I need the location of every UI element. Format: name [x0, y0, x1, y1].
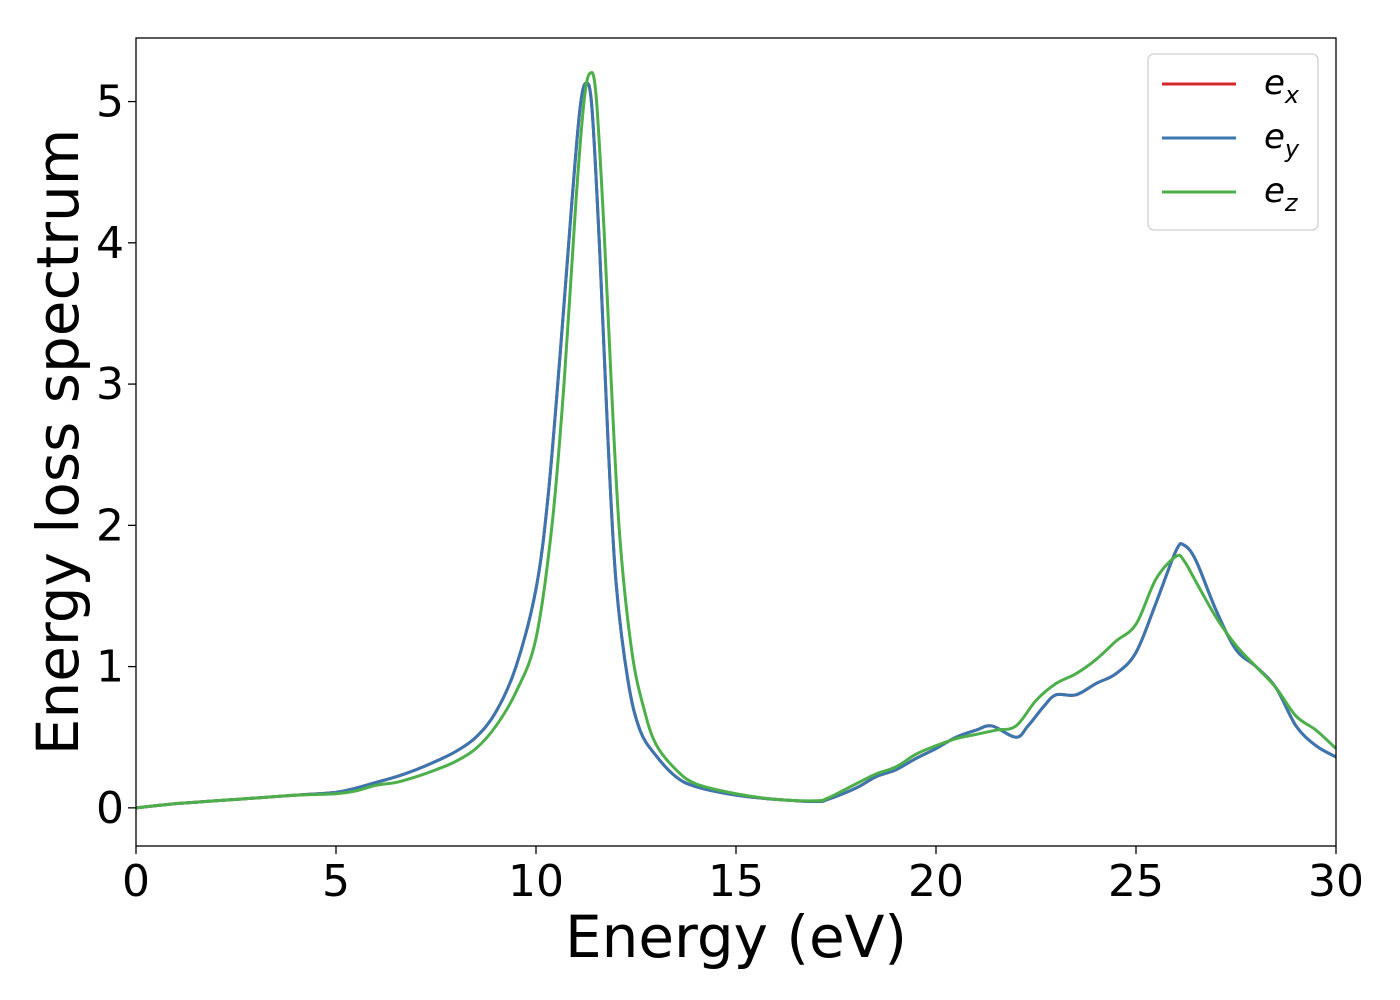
x-tick-label: 0 — [122, 856, 150, 907]
series-line-z — [135, 70, 1338, 810]
legend-label-y: ey — [1264, 117, 1300, 163]
legend-label-x: ex — [1264, 63, 1300, 109]
plot-area — [136, 38, 1336, 846]
y-tick-label: 0 — [96, 783, 124, 834]
y-tick-label: 1 — [96, 642, 124, 693]
x-axis: 0 5 10 15 20 25 30 — [122, 846, 1364, 907]
legend-label-z: ez — [1264, 171, 1299, 217]
y-axis-title: Energy loss spectrum — [24, 129, 92, 755]
y-tick-label: 3 — [96, 359, 124, 410]
y-tick-label: 5 — [96, 77, 124, 128]
x-tick-label: 10 — [508, 856, 564, 907]
y-tick-label: 4 — [96, 218, 124, 269]
y-axis: 0 1 2 3 4 5 — [96, 77, 136, 834]
series-group — [135, 70, 1338, 810]
legend-box — [1147, 53, 1319, 231]
x-axis-title: Energy (eV) — [565, 903, 907, 971]
y-tick-label: 2 — [96, 500, 124, 551]
x-tick-label: 25 — [1108, 856, 1164, 907]
x-tick-label: 20 — [908, 856, 964, 907]
x-tick-label: 30 — [1308, 856, 1364, 907]
series-line-y — [135, 81, 1337, 810]
x-tick-label: 15 — [708, 856, 764, 907]
x-tick-label: 5 — [322, 856, 350, 907]
legend: ex ey ez — [1147, 53, 1319, 231]
